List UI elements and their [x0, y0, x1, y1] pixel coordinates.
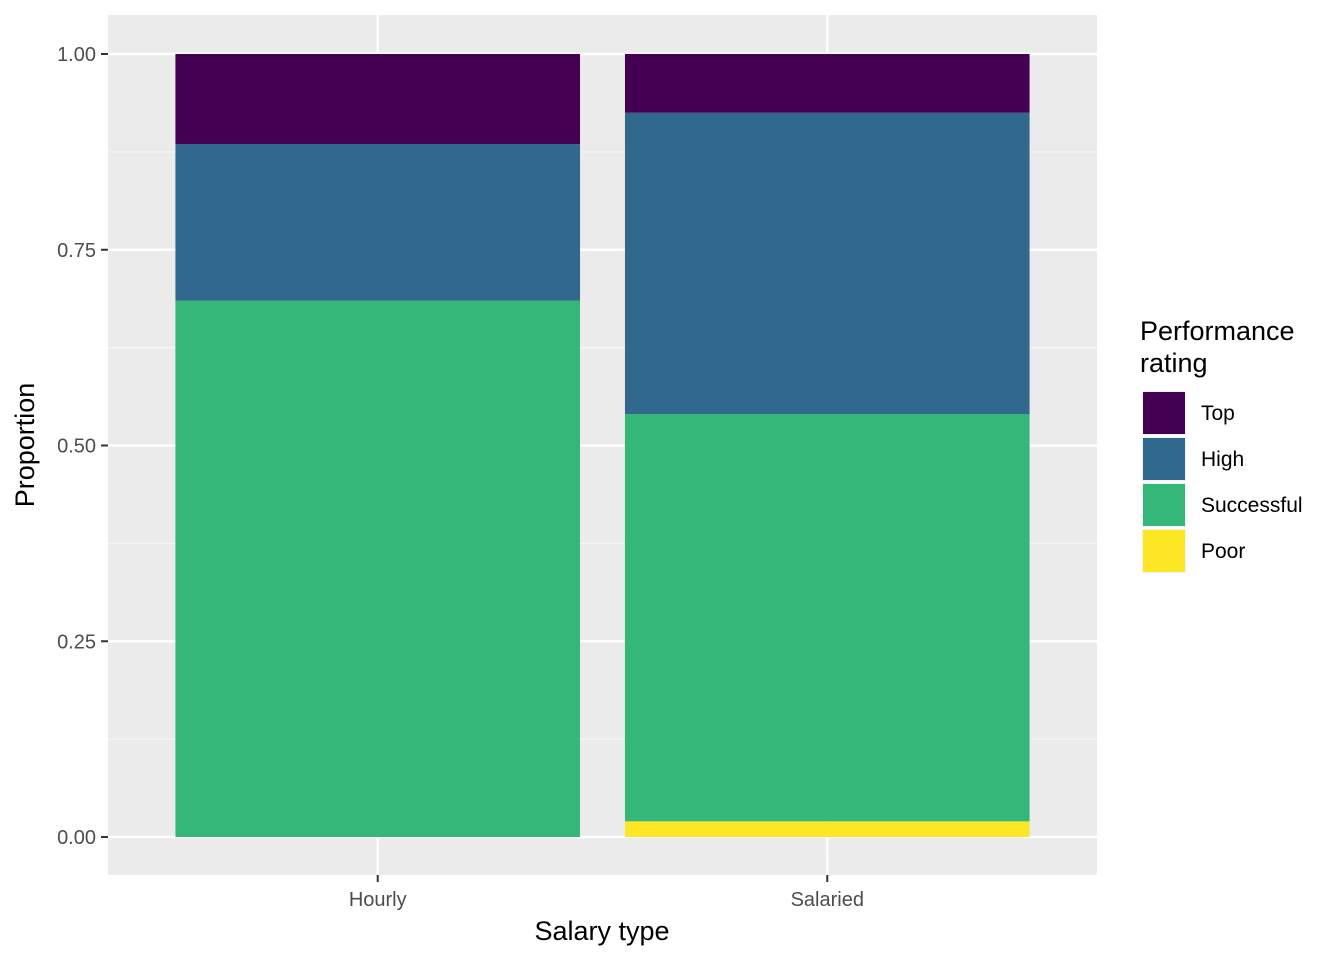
legend-key-poor — [1143, 530, 1185, 572]
bar-segment-salaried-top — [624, 54, 1030, 113]
bar-segment-salaried-poor — [624, 821, 1030, 837]
bar-segment-hourly-successful — [175, 300, 581, 837]
legend-label-top: Top — [1201, 402, 1235, 425]
bar-segment-salaried-high — [624, 112, 1030, 415]
legend: Performance rating Top High Successful Poor — [1140, 316, 1303, 573]
legend-label-successful: Successful — [1201, 494, 1303, 517]
legend-key-high — [1143, 438, 1185, 480]
y-tick-label: 0.50 — [57, 436, 96, 458]
bar-segment-hourly-top — [175, 54, 581, 145]
y-axis-title: Proportion — [10, 383, 40, 508]
bar-segment-hourly-high — [175, 144, 581, 301]
legend-label-high: High — [1201, 448, 1244, 471]
bar-segments — [175, 54, 1030, 837]
y-tick-label: 0.75 — [57, 240, 96, 262]
y-tick-label: 0.25 — [57, 631, 96, 653]
legend-label-poor: Poor — [1201, 540, 1245, 563]
x-tick-label: Salaried — [791, 889, 864, 911]
legend-key-successful — [1143, 484, 1185, 526]
x-axis: Hourly Salaried — [349, 875, 864, 911]
legend-title-line2: rating — [1140, 348, 1208, 378]
legend-items: Top High Successful Poor — [1142, 391, 1303, 573]
legend-title-line1: Performance — [1140, 316, 1295, 346]
bar-segment-salaried-successful — [624, 414, 1030, 822]
y-tick-label: 0.00 — [57, 827, 96, 849]
x-axis-title: Salary type — [534, 916, 669, 946]
y-tick-label: 1.00 — [57, 44, 96, 66]
y-axis: 0.00 0.25 0.50 0.75 1.00 — [57, 44, 108, 849]
x-tick-label: Hourly — [349, 889, 407, 911]
legend-key-top — [1143, 392, 1185, 434]
